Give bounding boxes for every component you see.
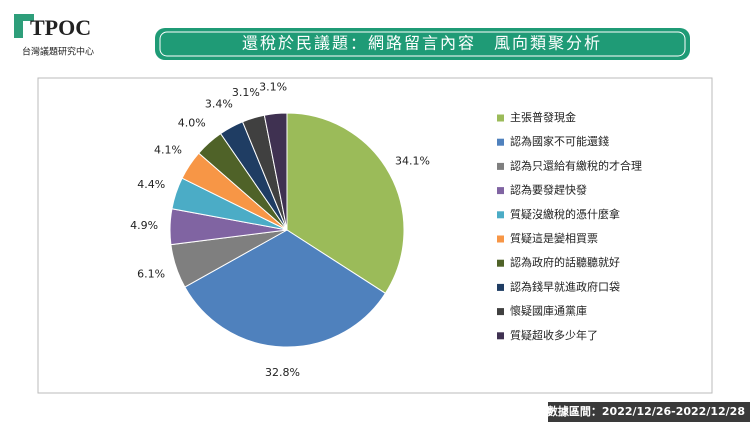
legend-swatch — [497, 235, 504, 243]
footer-bar — [548, 402, 750, 422]
data-label: 3.4% — [205, 97, 233, 110]
legend-swatch — [497, 308, 504, 316]
legend-swatch — [497, 211, 504, 219]
title-banner — [155, 28, 690, 60]
footer-range: 數據區間：2022/12/26-2022/12/28 — [547, 404, 745, 418]
legend-label: 質疑超收多少年了 — [510, 328, 598, 342]
data-label: 6.1% — [137, 268, 165, 281]
legend-swatch — [497, 283, 504, 291]
legend-label: 認為只還給有繳稅的才合理 — [510, 158, 642, 172]
legend-label: 認為政府的話聽聽就好 — [510, 255, 620, 269]
legend-swatch — [497, 138, 504, 146]
logo-mark — [14, 14, 34, 21]
data-label: 3.1% — [259, 81, 287, 94]
legend-label: 認為要發趕快發 — [510, 183, 587, 197]
data-label: 4.0% — [178, 116, 206, 129]
data-label: 4.1% — [154, 144, 182, 157]
chart-title: 還稅於民議題：網路留言內容 風向類聚分析 — [242, 34, 602, 53]
data-label: 4.4% — [137, 178, 165, 191]
legend-swatch — [497, 187, 504, 195]
legend-swatch — [497, 162, 504, 170]
legend-label: 認為錢早就進政府口袋 — [510, 279, 620, 293]
legend-label: 認為國家不可能還錢 — [510, 134, 609, 148]
logo-text: TPOC — [30, 15, 91, 40]
data-label: 3.1% — [232, 86, 260, 99]
legend-swatch — [497, 114, 504, 122]
title-frame — [159, 31, 686, 57]
legend-label: 質疑這是變相買票 — [510, 231, 598, 245]
logo-mark — [14, 14, 23, 38]
pie-slice — [263, 112, 288, 231]
legend-label: 主張普發現金 — [510, 110, 576, 124]
org-name: 台灣議題研究中心 — [22, 46, 94, 58]
legend-swatch — [497, 332, 504, 340]
legend-label: 懷疑國庫通黨庫 — [510, 304, 587, 318]
data-label: 34.1% — [395, 155, 430, 168]
data-label: 32.8% — [265, 366, 300, 379]
data-label: 4.9% — [130, 219, 158, 232]
legend-label: 質疑沒繳稅的憑什麼拿 — [510, 207, 620, 221]
legend-swatch — [497, 259, 504, 267]
